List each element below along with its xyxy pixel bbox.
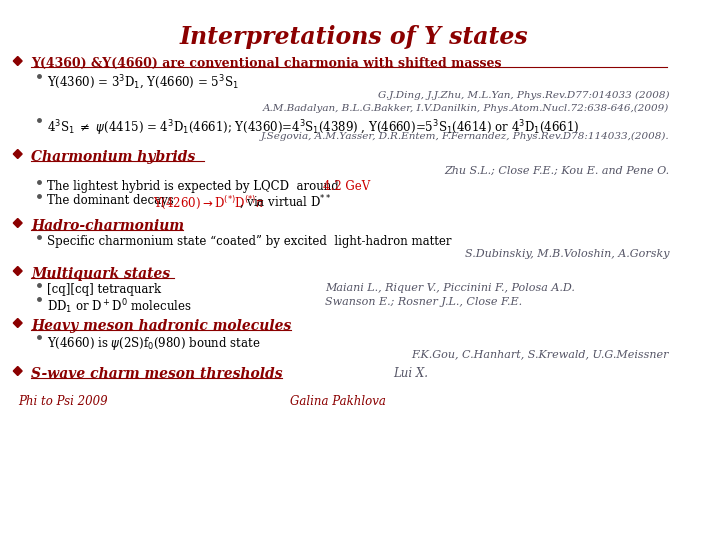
Text: Y(4660) is $\psi$(2S)f$_0$(980) bound state: Y(4660) is $\psi$(2S)f$_0$(980) bound st… <box>48 335 261 352</box>
Text: S.Dubinskiy, M.B.Voloshin, A.Gorsky: S.Dubinskiy, M.B.Voloshin, A.Gorsky <box>464 249 669 259</box>
Text: J.Segovia, A.M.Yasser, D.R.Entem, F.Fernandez, Phys.Rev.D78:114033,(2008).: J.Segovia, A.M.Yasser, D.R.Entem, F.Fern… <box>261 132 669 141</box>
Text: Hadro-charmonium: Hadro-charmonium <box>32 219 184 233</box>
Text: Specific charmonium state “coated” by excited  light-hadron matter: Specific charmonium state “coated” by ex… <box>48 235 451 248</box>
Text: S-wave charm meson thresholds: S-wave charm meson thresholds <box>32 367 283 381</box>
Text: Multiquark states: Multiquark states <box>32 267 171 281</box>
Text: Y(4260)$\rightarrow$D$^{(*)}$D$^{(*)}$$\pi$: Y(4260)$\rightarrow$D$^{(*)}$D$^{(*)}$$\… <box>153 194 264 211</box>
Text: A.M.Badalyan, B.L.G.Bakker, I.V.Danilkin, Phys.Atom.Nucl.72:638-646,(2009): A.M.Badalyan, B.L.G.Bakker, I.V.Danilkin… <box>263 104 669 113</box>
Text: 4$^3$S$_1$ $\neq$ $\psi$(4415) = 4$^3$D$_1$(4661); Y(4360)=4$^3$S$_1$(4389) , Y(: 4$^3$S$_1$ $\neq$ $\psi$(4415) = 4$^3$D$… <box>48 118 580 138</box>
Text: The dominant decays: The dominant decays <box>48 194 178 207</box>
Polygon shape <box>13 57 22 65</box>
Text: Y(4360) = 3$^3$D$_1$, Y(4660) = 5$^3$S$_1$: Y(4360) = 3$^3$D$_1$, Y(4660) = 5$^3$S$_… <box>48 74 239 92</box>
Text: Lui X.: Lui X. <box>394 367 428 380</box>
Text: , via virtual D$^{**}$: , via virtual D$^{**}$ <box>239 194 332 212</box>
Text: Phi to Psi 2009: Phi to Psi 2009 <box>18 395 107 408</box>
Polygon shape <box>13 367 22 375</box>
Text: Galina Pakhlova: Galina Pakhlova <box>290 395 386 408</box>
Polygon shape <box>13 319 22 327</box>
Text: F.K.Gou, C.Hanhart, S.Krewald, U.G.Meissner: F.K.Gou, C.Hanhart, S.Krewald, U.G.Meiss… <box>412 349 669 359</box>
Polygon shape <box>13 150 22 159</box>
Text: 4.2 GeV: 4.2 GeV <box>323 180 370 193</box>
Text: Maiani L., Riquer V., Piccinini F., Polosa A.D.: Maiani L., Riquer V., Piccinini F., Polo… <box>325 283 575 293</box>
Text: Heavy meson hadronic molecules: Heavy meson hadronic molecules <box>32 319 292 333</box>
Text: [cq][cq] tetraquark: [cq][cq] tetraquark <box>48 283 161 296</box>
Text: Y(4360) &Y(4660) are conventional charmonia with shifted masses: Y(4360) &Y(4660) are conventional charmo… <box>32 57 502 70</box>
Polygon shape <box>13 219 22 227</box>
Text: The lightest hybrid is expected by LQCD  around: The lightest hybrid is expected by LQCD … <box>48 180 343 193</box>
Text: Charmonium hybrids: Charmonium hybrids <box>32 150 196 164</box>
Text: G.J.Ding, J.J.Zhu, M.L.Yan, Phys.Rev.D77:014033 (2008): G.J.Ding, J.J.Zhu, M.L.Yan, Phys.Rev.D77… <box>378 91 669 100</box>
Text: DD$_1$ or D$^+$D$^0$ molecules: DD$_1$ or D$^+$D$^0$ molecules <box>48 297 192 316</box>
Text: Zhu S.L.; Close F.E.; Kou E. and Pene O.: Zhu S.L.; Close F.E.; Kou E. and Pene O. <box>444 166 669 176</box>
Text: Swanson E.; Rosner J.L., Close F.E.: Swanson E.; Rosner J.L., Close F.E. <box>325 297 522 307</box>
Text: Interpretations of Y states: Interpretations of Y states <box>180 25 528 49</box>
Polygon shape <box>13 267 22 275</box>
